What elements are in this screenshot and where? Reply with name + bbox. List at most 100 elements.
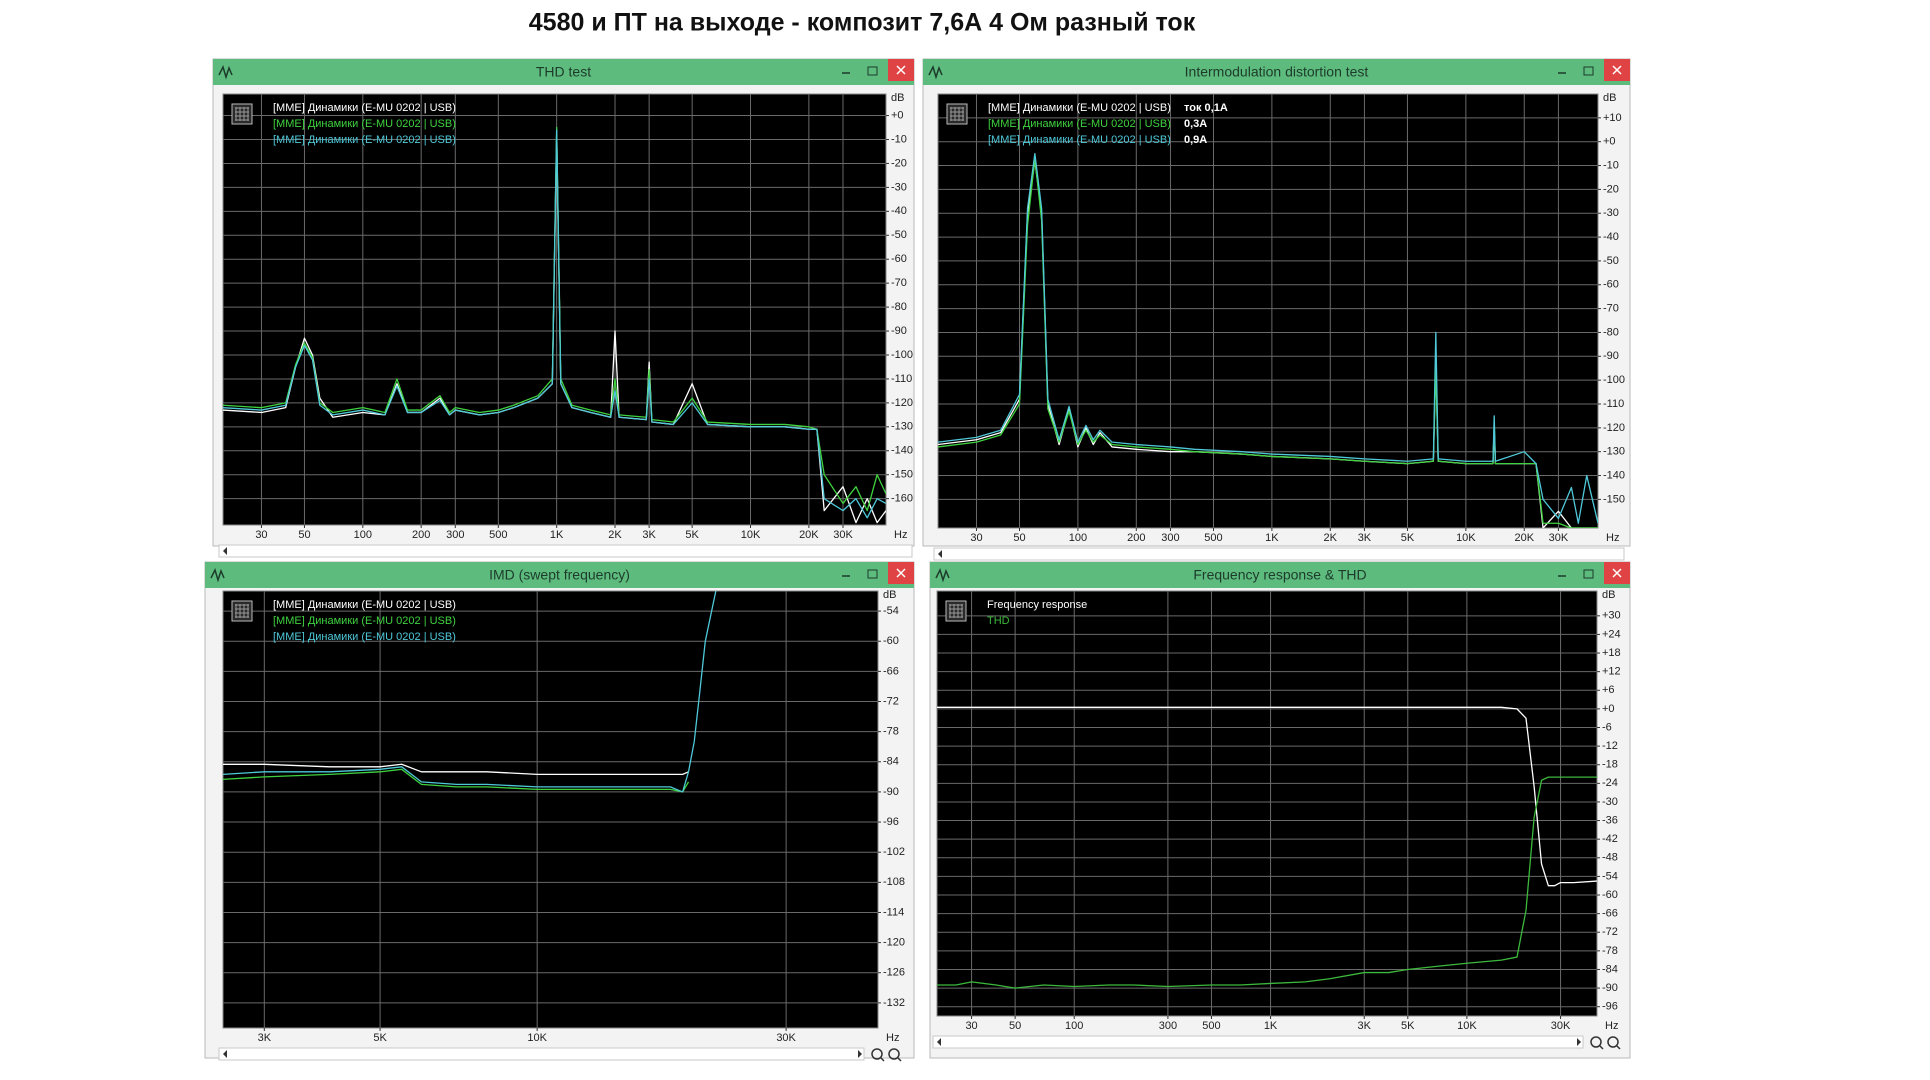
scroll-left[interactable] (938, 550, 942, 558)
y-tick-label: -102 (883, 846, 905, 858)
zoom-handle (1599, 1045, 1604, 1050)
plot-area (222, 590, 879, 1029)
scroll-left[interactable] (223, 547, 227, 555)
y-tick-label: +0 (1603, 136, 1616, 148)
scrollbar[interactable] (218, 1047, 865, 1061)
y-tick-label: -66 (1602, 908, 1618, 920)
y-tick-label: -114 (883, 906, 904, 918)
y-tick-label: -110 (1603, 398, 1624, 410)
y-tick-label: -120 (1603, 422, 1625, 434)
window: Intermodulation distortion test +10 +0 -10 -… (922, 58, 1631, 561)
x-tick-label: 3K (1357, 1020, 1371, 1032)
page-title: 4580 и ПТ на выходе - композит 7,6А 4 Ом… (529, 9, 1196, 37)
series-group (937, 706, 1597, 989)
scroll-right[interactable] (1577, 1038, 1581, 1046)
x-tick-label: 500 (1204, 532, 1222, 544)
scroll-right[interactable] (858, 1050, 862, 1058)
window-title: Intermodulation distortion test (1185, 64, 1369, 80)
maximize-button[interactable] (1583, 66, 1594, 76)
y-unit: dB (1602, 589, 1615, 601)
y-tick-label: -100 (1603, 374, 1625, 386)
y-tick-label: +12 (1602, 666, 1621, 678)
zoom-button[interactable] (1607, 1036, 1619, 1048)
y-tick-label: -30 (1603, 207, 1619, 219)
y-tick-label: +6 (1602, 684, 1615, 696)
plot-area (937, 93, 1599, 529)
y-tick-label: -20 (891, 157, 907, 169)
legend-icon (231, 600, 253, 622)
y-tick-label: -140 (891, 445, 913, 457)
y-tick-label: -60 (891, 253, 907, 265)
x-tick-label: 50 (298, 529, 310, 541)
y-tick-label: -90 (891, 325, 907, 337)
maximize-button[interactable] (1583, 569, 1594, 579)
x-tick-label: 2K (608, 529, 622, 541)
annotation: 0,3A (1184, 118, 1207, 130)
x-tick-label: 50 (1013, 532, 1025, 544)
y-tick-label: -40 (891, 205, 907, 217)
y-tick-label: -90 (883, 786, 899, 798)
x-tick-label: 30K (776, 1032, 796, 1044)
zoom-button[interactable] (871, 1048, 883, 1060)
x-tick-label: 3K (1358, 532, 1372, 544)
y-tick-label: -70 (1603, 303, 1619, 315)
x-tick-label: 5K (1401, 532, 1415, 544)
y-tick-label: -130 (1603, 446, 1625, 458)
x-tick-label: 20K (799, 529, 819, 541)
scroll-left[interactable] (937, 1038, 941, 1046)
y-tick-label: -6 (1602, 721, 1612, 733)
x-tick-label: 30K (833, 529, 853, 541)
x-tick-label: 300 (1161, 532, 1179, 544)
zoom-handle (897, 1057, 902, 1062)
scrollbar[interactable] (933, 547, 1625, 561)
series-line (937, 706, 1597, 887)
x-tick-label: 5K (1401, 1020, 1415, 1032)
x-unit: Hz (894, 529, 907, 541)
window-title: Frequency response & THD (1193, 567, 1366, 583)
y-tick-label: -132 (883, 997, 905, 1009)
y-tick-label: -120 (883, 937, 905, 949)
x-unit: Hz (1606, 532, 1619, 544)
legend-label: [MME] Динамики (E-MU 0202 | USB) (988, 134, 1171, 146)
maximize-button[interactable] (867, 569, 878, 579)
x-tick-label: 1K (1265, 532, 1279, 544)
legend-label: [MME] Динамики (E-MU 0202 | USB) (988, 102, 1171, 114)
y-tick-label: -50 (1603, 255, 1619, 267)
y-tick-label: -78 (883, 726, 899, 738)
close-icon (896, 65, 906, 75)
window: IMD (swept frequency) -54 -60 -66 -72 -78 -84 -… (204, 561, 915, 1062)
legend-label: Frequency response (987, 599, 1087, 611)
y-tick-label: -10 (891, 133, 907, 145)
y-tick-label: -30 (1602, 796, 1618, 808)
y-unit: dB (1603, 92, 1616, 104)
scroll-left[interactable] (223, 1050, 227, 1058)
x-tick-label: 200 (1127, 532, 1145, 544)
y-tick-label: +30 (1602, 610, 1621, 622)
y-tick-label: -40 (1603, 231, 1619, 243)
y-tick-label: -60 (1602, 889, 1618, 901)
series-line (937, 776, 1597, 989)
series-line (223, 129, 886, 519)
x-tick-label: 500 (1202, 1020, 1220, 1032)
scrollbar[interactable] (932, 1035, 1584, 1049)
y-tick-label: -120 (891, 397, 913, 409)
zoom-button[interactable] (1590, 1036, 1602, 1048)
scrollbar[interactable] (218, 544, 913, 558)
legend-label: [MME] Динамики (E-MU 0202 | USB) (988, 118, 1171, 130)
y-tick-label: -42 (1602, 833, 1618, 845)
app-icon (218, 64, 233, 80)
legend-label: [MME] Динамики (E-MU 0202 | USB) (273, 134, 456, 146)
y-tick-label: -78 (1602, 945, 1618, 957)
y-tick-label: -96 (1602, 1001, 1618, 1013)
legend-icon (945, 600, 967, 622)
x-tick-label: 3K (258, 1032, 272, 1044)
x-unit: Hz (886, 1032, 899, 1044)
y-tick-label: -12 (1602, 740, 1618, 752)
y-tick-label: -150 (891, 469, 913, 481)
maximize-button[interactable] (867, 66, 878, 76)
zoom-button[interactable] (888, 1048, 900, 1060)
x-tick-label: 5K (373, 1032, 387, 1044)
x-tick-label: 1K (1264, 1020, 1278, 1032)
y-tick-label: -84 (883, 756, 899, 768)
